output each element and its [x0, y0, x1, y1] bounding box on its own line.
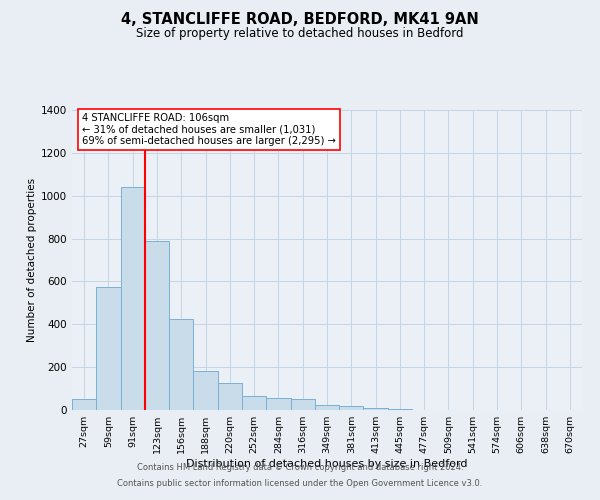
Text: Contains public sector information licensed under the Open Government Licence v3: Contains public sector information licen… [118, 478, 482, 488]
Bar [169, 319, 193, 410]
Bar [145, 240, 169, 410]
Bar [364, 408, 388, 410]
Text: 4 STANCLIFFE ROAD: 106sqm
← 31% of detached houses are smaller (1,031)
69% of se: 4 STANCLIFFE ROAD: 106sqm ← 31% of detac… [82, 113, 336, 146]
Text: Size of property relative to detached houses in Bedford: Size of property relative to detached ho… [136, 28, 464, 40]
Bar [121, 187, 145, 410]
Bar [290, 400, 315, 410]
Text: Contains HM Land Registry data © Crown copyright and database right 2024.: Contains HM Land Registry data © Crown c… [137, 464, 463, 472]
Bar [218, 383, 242, 410]
Bar [96, 287, 121, 410]
Bar [193, 372, 218, 410]
Bar [339, 406, 364, 410]
Bar [266, 398, 290, 410]
Bar [315, 404, 339, 410]
Y-axis label: Number of detached properties: Number of detached properties [27, 178, 37, 342]
Bar [72, 400, 96, 410]
X-axis label: Distribution of detached houses by size in Bedford: Distribution of detached houses by size … [186, 459, 468, 469]
Bar [242, 396, 266, 410]
Text: 4, STANCLIFFE ROAD, BEDFORD, MK41 9AN: 4, STANCLIFFE ROAD, BEDFORD, MK41 9AN [121, 12, 479, 28]
